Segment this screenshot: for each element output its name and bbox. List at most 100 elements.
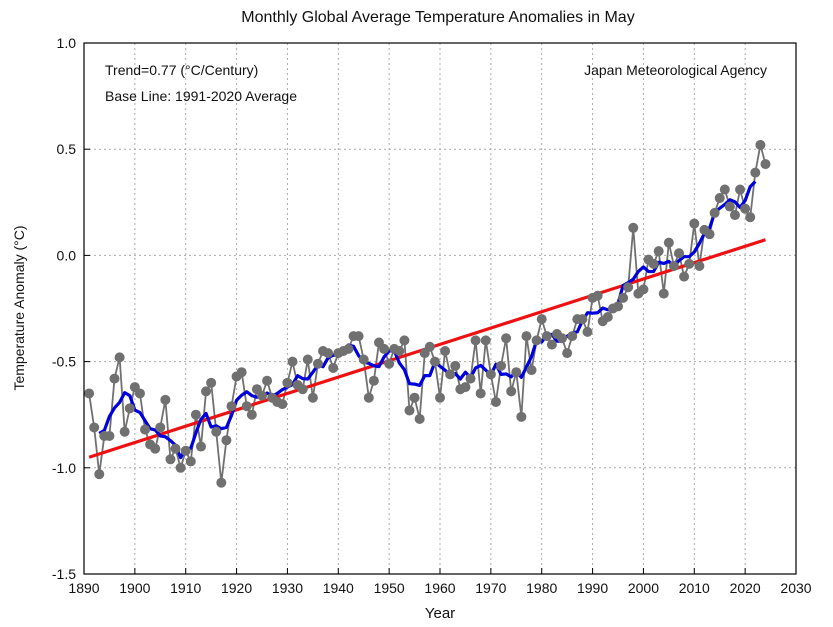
data-point: [119, 426, 130, 437]
data-point: [531, 335, 542, 346]
data-point: [155, 422, 166, 433]
data-point: [567, 331, 578, 342]
data-point: [485, 369, 496, 380]
data-point: [526, 365, 537, 376]
y-tick-label: -0.5: [52, 354, 76, 370]
data-point: [480, 335, 491, 346]
data-point: [379, 343, 390, 354]
data-point: [689, 218, 700, 229]
data-point: [368, 375, 379, 386]
data-point: [557, 333, 568, 344]
data-point: [562, 348, 573, 359]
data-point: [501, 333, 512, 344]
data-point: [465, 373, 476, 384]
data-point: [536, 314, 547, 325]
data-point: [134, 388, 145, 399]
data-point: [216, 477, 227, 488]
x-tick-label: 2000: [628, 580, 659, 596]
x-tick-label: 2020: [730, 580, 761, 596]
data-point: [440, 345, 451, 356]
data-point: [195, 441, 206, 452]
data-point: [343, 343, 354, 354]
data-point: [658, 288, 669, 299]
data-point: [613, 301, 623, 312]
annotation-trend: Trend=0.77 (°C/Century): [105, 62, 258, 78]
data-point: [740, 203, 751, 214]
x-tick-label: 1910: [170, 580, 201, 596]
x-tick-label: 1930: [272, 580, 303, 596]
data-point: [363, 392, 374, 403]
data-point: [648, 258, 659, 269]
data-point: [719, 184, 730, 195]
data-point: [414, 413, 425, 424]
y-tick-label: -1.5: [52, 566, 76, 582]
data-point: [150, 443, 161, 454]
data-point: [185, 456, 196, 467]
data-point: [623, 282, 634, 293]
data-point: [445, 369, 456, 380]
running-mean-line: [98, 180, 757, 460]
data-point: [735, 184, 746, 195]
data-point: [160, 394, 171, 405]
data-point: [94, 469, 105, 480]
data-point: [175, 462, 186, 473]
data-point: [592, 290, 603, 301]
annual-anomaly-line: [88, 144, 767, 483]
data-point: [760, 159, 771, 170]
x-tick-label: 1970: [475, 580, 506, 596]
data-point: [668, 261, 679, 272]
data-point: [409, 392, 420, 403]
data-point: [109, 373, 120, 384]
x-tick-label: 1900: [119, 580, 150, 596]
data-point: [384, 358, 395, 369]
data-point: [541, 331, 552, 342]
data-point: [663, 237, 674, 248]
data-point: [516, 411, 527, 422]
x-tick-label: 1920: [221, 580, 252, 596]
data-point: [577, 314, 588, 325]
data-point: [201, 386, 212, 397]
data-point: [124, 403, 135, 414]
data-point: [475, 388, 486, 399]
data-point: [211, 426, 222, 437]
data-point: [450, 360, 461, 371]
data-point: [521, 331, 532, 342]
x-tick-label: 1940: [323, 580, 354, 596]
tick-labels: 1890 1900 1910 1920 1930 1940 1950 1960 1970 1980…: [52, 35, 812, 596]
data-point: [399, 335, 410, 346]
data-point: [394, 345, 405, 356]
data-point: [262, 375, 273, 386]
data-point: [546, 339, 557, 350]
data-point: [460, 382, 471, 393]
y-axis-label: Temperature Anomaly (°C): [11, 225, 27, 390]
data-point: [287, 356, 298, 367]
x-tick-label: 1960: [424, 580, 455, 596]
data-point: [496, 360, 507, 371]
data-point: [470, 335, 481, 346]
data-point: [628, 222, 639, 233]
data-point: [241, 401, 252, 412]
data-point: [282, 377, 293, 388]
data-point: [302, 354, 313, 365]
y-tick-label: 0.0: [57, 247, 77, 263]
data-point: [490, 396, 501, 407]
data-point: [226, 401, 237, 412]
data-point: [750, 167, 761, 178]
series-layer: [84, 139, 771, 488]
data-point: [755, 139, 766, 150]
data-point: [328, 362, 339, 373]
data-point: [89, 422, 100, 433]
x-tick-label: 1990: [577, 580, 608, 596]
data-point: [704, 229, 715, 240]
data-point: [424, 341, 435, 352]
x-tick-label: 2010: [679, 580, 710, 596]
data-point: [165, 454, 176, 465]
data-point: [618, 292, 629, 303]
data-point: [429, 356, 440, 367]
annotation-baseline: Base Line: 1991-2020 Average: [105, 88, 297, 104]
y-tick-label: -1.0: [52, 460, 76, 476]
data-point: [104, 430, 115, 441]
data-point: [84, 388, 95, 399]
data-point: [511, 367, 522, 378]
data-point: [358, 354, 369, 365]
